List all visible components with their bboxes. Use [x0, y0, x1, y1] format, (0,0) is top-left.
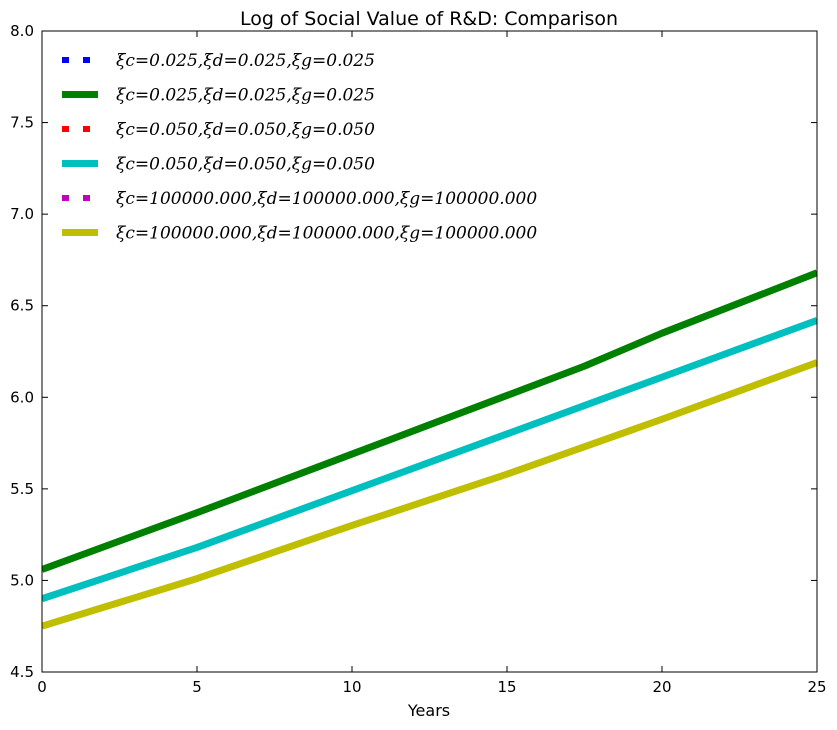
legend-label-5: ξc=100000.000,ξd=100000.000,ξg=100000.00… [116, 189, 537, 209]
y-tick-label: 6.5 [10, 297, 34, 315]
legend-label-2: ξc=0.025,ξd=0.025,ξg=0.025 [116, 86, 375, 106]
y-tick-label: 6.0 [10, 388, 34, 406]
chart-title: Log of Social Value of R&D: Comparison [240, 8, 618, 30]
series-line-4 [42, 317, 817, 603]
y-tick-label: 7.5 [10, 114, 34, 132]
legend-label-6: ξc=100000.000,ξd=100000.000,ξg=100000.00… [116, 224, 537, 244]
y-tick-label: 4.5 [10, 663, 34, 681]
series-line-6 [42, 359, 817, 630]
x-axis: 0 5 10 15 20 25 [37, 31, 827, 696]
x-tick-label: 10 [342, 678, 361, 696]
series-line-2 [42, 269, 817, 573]
legend: ξc=0.025,ξd=0.025,ξg=0.025 ξc=0.025,ξd=0.… [62, 51, 537, 244]
legend-label-3: ξc=0.050,ξd=0.050,ξg=0.050 [116, 120, 375, 140]
legend-label-1: ξc=0.025,ξd=0.025,ξg=0.025 [116, 51, 375, 71]
series-lines [42, 269, 817, 630]
plot-frame [41, 30, 818, 673]
y-tick-label: 7.0 [10, 205, 34, 223]
legend-label-4: ξc=0.050,ξd=0.050,ξg=0.050 [116, 155, 375, 175]
x-tick-label: 20 [652, 678, 671, 696]
y-tick-label: 5.5 [10, 480, 34, 498]
y-axis: 4.5 5.0 5.5 6.0 6.5 7.0 7.5 8.0 [10, 22, 817, 681]
x-tick-label: 5 [192, 678, 202, 696]
x-tick-label: 15 [497, 678, 516, 696]
x-axis-label: Years [407, 701, 450, 720]
plot-area [41, 30, 818, 673]
y-tick-label: 5.0 [10, 571, 34, 589]
x-tick-label: 0 [37, 678, 47, 696]
y-tick-label: 8.0 [10, 22, 34, 40]
x-tick-label: 25 [807, 678, 826, 696]
